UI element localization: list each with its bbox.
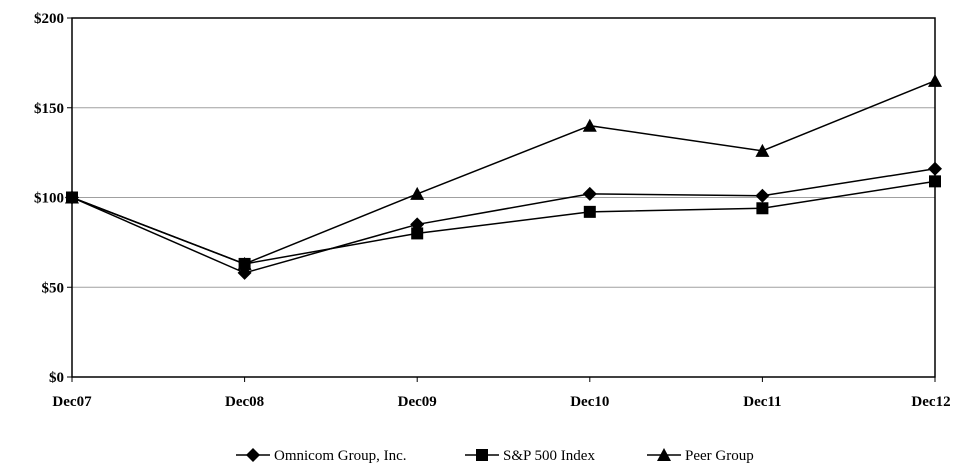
- x-tick-label-2: Dec09: [398, 394, 437, 410]
- legend-marker-1: [476, 449, 488, 461]
- legend-marker-0: [246, 448, 260, 462]
- legend-marker-2: [657, 448, 671, 461]
- y-tick-label-0: $0: [49, 370, 64, 386]
- y-tick-label-1: $50: [42, 280, 65, 296]
- series-2-point-2: [410, 186, 425, 200]
- series-2-point-3: [582, 118, 597, 132]
- series-0-point-3: [582, 186, 597, 201]
- series-2-point-4: [755, 143, 770, 157]
- series-1-point-3: [583, 205, 596, 218]
- y-tick-label-4: $200: [34, 11, 64, 27]
- series-line-1: [71, 180, 936, 265]
- x-tick-label-5: Dec12: [911, 394, 950, 410]
- series-line-0: [71, 168, 936, 274]
- x-tick-label-4: Dec11: [743, 394, 781, 410]
- y-tick-label-2: $100: [34, 191, 64, 207]
- series-1-point-2: [411, 227, 424, 240]
- series-2-point-0: [65, 190, 79, 204]
- legend-label-0: Omnicom Group, Inc.: [274, 448, 406, 464]
- x-tick-label-1: Dec08: [225, 394, 264, 410]
- series-0-point-4: [755, 188, 770, 203]
- y-tick-label-3: $150: [34, 101, 64, 117]
- x-tick-label-0: Dec07: [52, 394, 92, 410]
- series-0-point-5: [928, 161, 942, 176]
- series-1-point-5: [929, 175, 941, 188]
- series-2-point-1: [237, 256, 252, 270]
- x-tick-label-3: Dec10: [570, 394, 609, 410]
- series-1-point-4: [756, 202, 769, 215]
- legend-label-1: S&P 500 Index: [503, 448, 595, 464]
- series-2-point-5: [928, 73, 942, 87]
- series-line-2: [71, 80, 936, 265]
- legend-label-2: Peer Group: [685, 448, 754, 464]
